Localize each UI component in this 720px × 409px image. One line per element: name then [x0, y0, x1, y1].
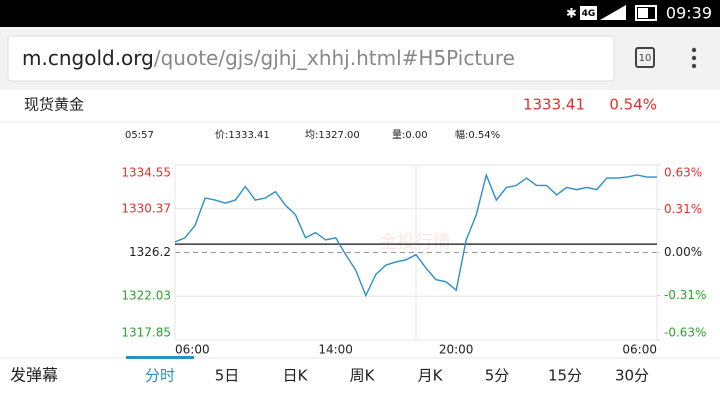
y-tick-label: 1334.55: [121, 166, 171, 180]
info-item: 均:1327.00: [305, 129, 360, 141]
info-item: 幅:0.54%: [455, 128, 500, 141]
network-badge: [580, 6, 597, 20]
y-tick-label: 1317.85: [121, 326, 171, 340]
y2-tick-label: 0.00%: [664, 245, 702, 259]
watermark: 金投行情: [379, 232, 451, 253]
price-line: [174, 172, 657, 298]
bluetooth-icon: ✱: [566, 7, 577, 22]
url-path: /quote/gjs/gjhj_xhhj.html#H5Picture: [154, 46, 515, 70]
y2-tick-label: 0.31%: [664, 202, 702, 216]
tab[interactable]: 周K: [350, 367, 376, 385]
info-item: 量:0.00: [392, 129, 428, 141]
y2-tick-label: -0.31%: [664, 288, 706, 302]
network-type: 4G: [582, 9, 596, 19]
clock: 09:39: [666, 4, 712, 23]
url-host: m.cngold.org: [22, 46, 154, 70]
chart: 05:57 价:1333.41 均:1327.00 量:0.00 幅:0.54% 金投行情…: [121, 128, 706, 357]
tab[interactable]: 5日: [215, 367, 240, 385]
menu-button[interactable]: [691, 47, 697, 69]
tab[interactable]: 5分: [485, 367, 510, 385]
quote-change: 0.54%: [609, 96, 657, 114]
url: m.cngold.org/quote/gjs/gjhj_xhhj.html#H5…: [22, 46, 515, 70]
y2-tick-label: -0.63%: [664, 326, 706, 340]
x-tick-label: 06:00: [175, 343, 210, 357]
tab[interactable]: 15分: [548, 367, 582, 385]
tab-bar: 分时 5日 日K 周K 月K 5分 15分 30分: [126, 356, 649, 385]
battery-icon: [635, 5, 657, 21]
signal-icon: [600, 5, 626, 20]
quote-name: 现货黄金: [24, 96, 84, 114]
url-bar[interactable]: [7, 35, 615, 82]
tab-indicator: [126, 356, 194, 359]
info-item: 05:57: [125, 130, 154, 141]
y-tick-label: 1326.2: [129, 245, 171, 259]
tab[interactable]: 月K: [418, 367, 444, 385]
x-tick-label: 06:00: [622, 343, 657, 357]
x-tick-label: 14:00: [318, 343, 353, 357]
danmaku-button[interactable]: 发弹幕: [10, 366, 58, 385]
tab[interactable]: 30分: [615, 367, 649, 385]
y-tick-label: 1322.03: [121, 289, 171, 303]
y-tick-label: 1330.37: [121, 201, 171, 215]
quote-price: 1333.41: [523, 96, 585, 114]
info-item: 价:1333.41: [215, 129, 270, 141]
tab-switcher[interactable]: [635, 47, 655, 68]
y2-tick-label: 0.63%: [664, 166, 702, 180]
tab-selected[interactable]: 分时: [145, 367, 175, 385]
x-tick-label: 20:00: [439, 343, 474, 357]
tab-count: 10: [639, 53, 652, 64]
tab[interactable]: 日K: [283, 367, 309, 385]
status-bar: [0, 0, 720, 27]
battery-level: [638, 8, 648, 18]
